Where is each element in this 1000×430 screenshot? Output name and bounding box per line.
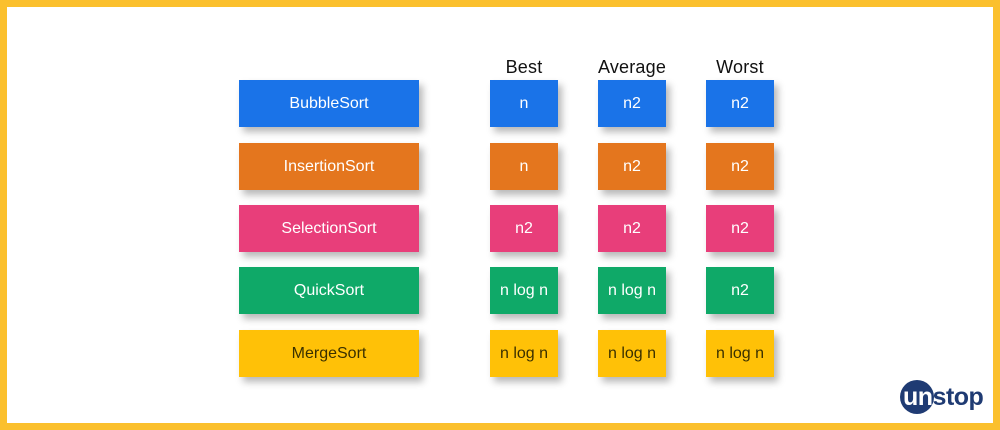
cell-selectionsort-average: n2 [598, 205, 666, 252]
algorithm-quicksort: QuickSort [239, 267, 419, 314]
cell-bubblesort-worst: n2 [706, 80, 774, 127]
cell-bubblesort-average: n2 [598, 80, 666, 127]
cell-selectionsort-worst: n2 [706, 205, 774, 252]
cell-insertionsort-best: n [490, 143, 558, 190]
cell-quicksort-worst: n2 [706, 267, 774, 314]
unstop-logo: unstop [900, 379, 984, 415]
algorithm-bubblesort: BubbleSort [239, 80, 419, 127]
header-average: Average [597, 57, 667, 77]
header-best: Best [505, 57, 543, 77]
cell-insertionsort-worst: n2 [706, 143, 774, 190]
cell-mergesort-average: n log n [598, 330, 666, 377]
cell-selectionsort-best: n2 [490, 205, 558, 252]
cell-quicksort-average: n log n [598, 267, 666, 314]
cell-mergesort-best: n log n [490, 330, 558, 377]
algorithm-selectionsort: SelectionSort [239, 205, 419, 252]
cell-quicksort-best: n log n [490, 267, 558, 314]
cell-insertionsort-average: n2 [598, 143, 666, 190]
header-worst: Worst [716, 57, 764, 77]
algorithm-insertionsort: InsertionSort [239, 143, 419, 190]
logo-wordmark: unstop [903, 382, 984, 411]
cell-bubblesort-best: n [490, 80, 558, 127]
logo-disc-icon [900, 380, 934, 414]
cell-mergesort-worst: n log n [706, 330, 774, 377]
algorithm-mergesort: MergeSort [239, 330, 419, 377]
